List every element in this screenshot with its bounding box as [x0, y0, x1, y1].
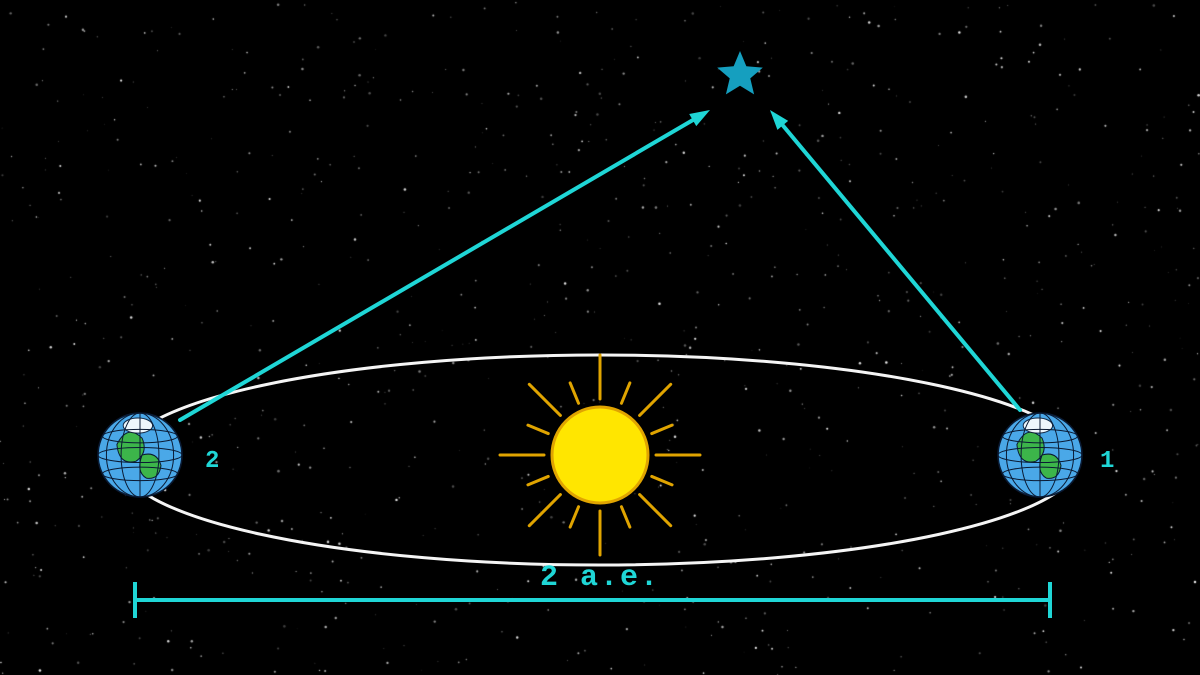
- earth-label-2: 2: [205, 448, 221, 475]
- earth-label-1: 1: [1100, 448, 1116, 475]
- sightline-arrow-2: [180, 110, 710, 420]
- sun-icon: [500, 355, 700, 555]
- target-star-icon: [717, 51, 763, 94]
- parallax-diagram: 2 1 2 а.е.: [0, 0, 1200, 675]
- distance-label: 2 а.е.: [540, 561, 660, 595]
- earth-icon-2: [98, 413, 182, 497]
- earth-icon-1: [998, 413, 1082, 497]
